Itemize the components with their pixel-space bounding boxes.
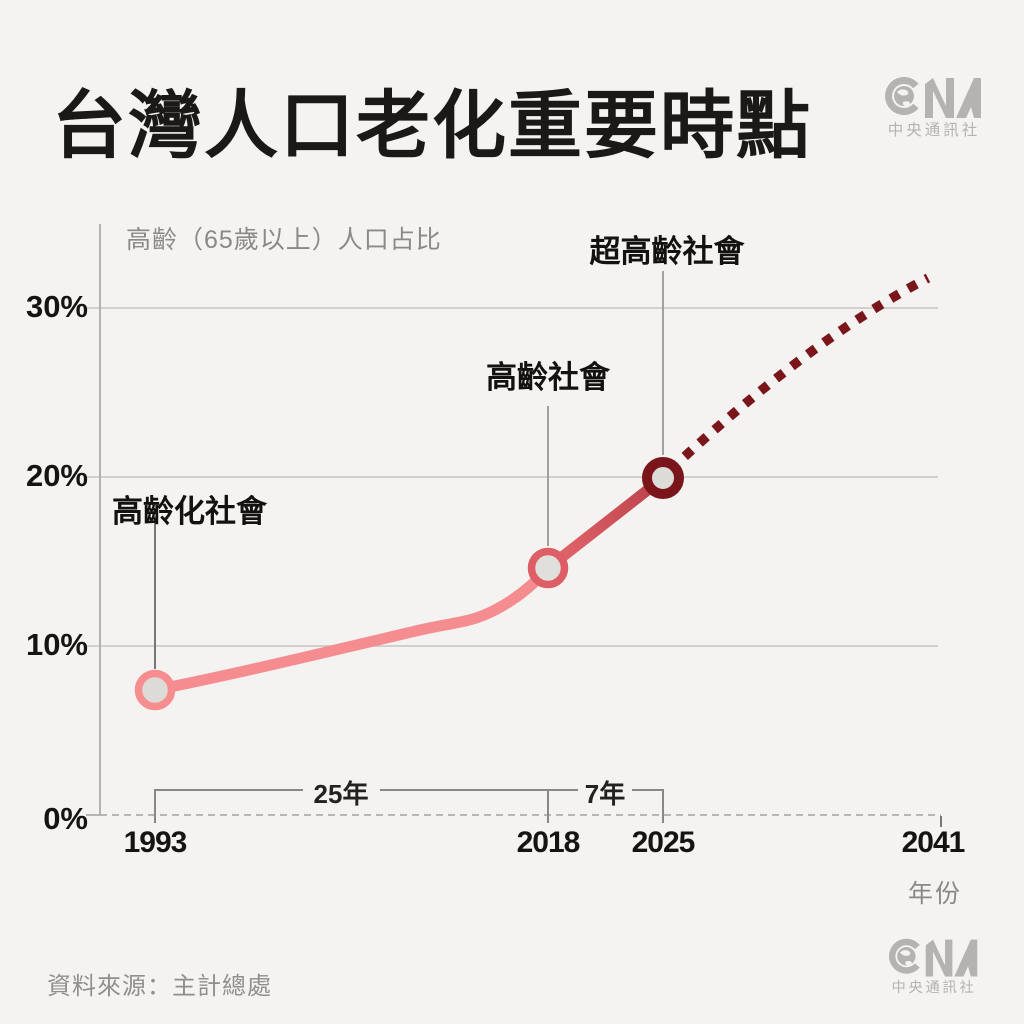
marker-1993 (134, 669, 176, 711)
x-tick-2018: 2018 (516, 826, 581, 859)
x-axis-title: 年份 (908, 880, 963, 908)
y-tick-30: 30% (25, 289, 88, 324)
x-tick-2041: 2041 (901, 826, 966, 859)
cna-logo-top: 中央通訊社 (885, 77, 981, 139)
data-point-markers (134, 457, 684, 711)
page-title: 台灣人口老化重要時點 (52, 84, 812, 167)
interval-7-years: 7年 (584, 779, 626, 809)
y-tick-0: 0% (43, 801, 88, 836)
milestone-super-aged-society: 超高齡社會 (589, 234, 745, 269)
interval-brackets (154, 789, 664, 823)
source-note: 資料來源：主計總處 (47, 973, 272, 1000)
cna-logo-chinese-name: 中央通訊社 (888, 121, 981, 139)
line-projection-dotted (666, 273, 931, 474)
interval-25-years: 25年 (313, 779, 369, 809)
milestone-aged-society: 高齡社會 (486, 360, 610, 395)
milestone-leader-lines (154, 271, 664, 669)
milestone-aging-society: 高齡化社會 (112, 494, 267, 529)
line-2018-2025 (542, 472, 669, 574)
gridlines (86, 307, 938, 647)
marker-2025 (642, 457, 684, 499)
y-axis-title: 高齡（65歲以上）人口占比 (126, 226, 442, 254)
x-tick-2025: 2025 (631, 826, 696, 859)
y-tick-20: 20% (25, 458, 88, 493)
cna-logo-letters (888, 938, 978, 977)
cna-logo-bottom: 中央通訊社 (888, 938, 978, 996)
cna-logo-chinese-name: 中央通訊社 (891, 979, 976, 996)
cna-logo-letters (885, 77, 981, 118)
x-tick-1993: 1993 (123, 826, 188, 859)
y-tick-10: 10% (25, 627, 88, 662)
marker-2018 (527, 547, 569, 589)
line-1993-2018 (149, 562, 554, 696)
